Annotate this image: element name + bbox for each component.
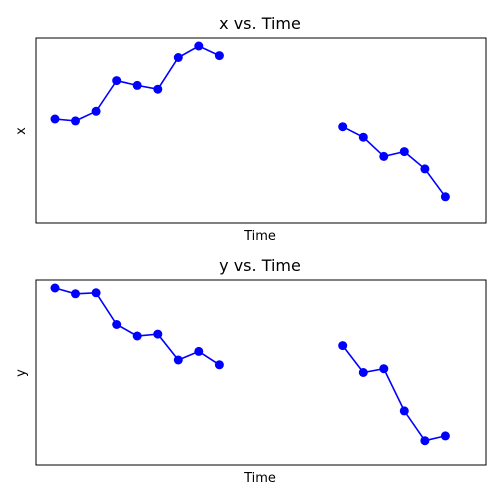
y-vs-time-panel: y vs. Time Time y: [14, 256, 487, 486]
x-data-point: [112, 76, 122, 86]
y-chart-ylabel: y: [14, 369, 29, 377]
x-data-point: [420, 164, 430, 174]
y-data-point: [440, 431, 450, 441]
y-data-point: [358, 368, 368, 377]
x-vs-time-panel: x vs. Time Time x: [14, 14, 487, 244]
x-data-point: [399, 147, 409, 157]
x-chart-ylabel: x: [14, 127, 29, 135]
x-data-point: [214, 51, 224, 61]
y-data-point: [214, 360, 224, 370]
x-data-point: [173, 53, 183, 62]
y-series-plot: [50, 283, 450, 446]
x-chart-xlabel: Time: [243, 229, 276, 244]
y-series-line-1: [342, 345, 446, 442]
y-data-point: [194, 346, 204, 356]
x-data-point: [338, 122, 348, 132]
x-series-line-1: [342, 125, 447, 198]
y-data-point: [153, 329, 163, 339]
y-data-point: [91, 288, 101, 298]
x-series-plot: [50, 41, 450, 202]
x-data-point: [71, 116, 80, 126]
x-data-point: [91, 106, 101, 116]
x-data-point: [379, 151, 389, 161]
y-data-point: [112, 320, 122, 329]
x-data-point: [440, 192, 450, 202]
x-data-point: [132, 80, 142, 90]
x-data-point: [358, 132, 368, 142]
x-axes-frame: [35, 37, 487, 224]
y-data-point: [173, 355, 183, 365]
y-data-point: [71, 289, 80, 299]
x-chart-title: x vs. Time: [219, 14, 301, 33]
y-chart-xlabel: Time: [243, 471, 276, 486]
y-data-point: [420, 436, 430, 446]
y-data-point: [399, 406, 409, 416]
x-data-point: [194, 41, 204, 51]
y-data-point: [50, 283, 60, 293]
y-chart-title: y vs. Time: [219, 256, 301, 275]
y-data-point: [132, 331, 142, 341]
x-data-point: [50, 114, 60, 124]
y-data-point: [379, 364, 389, 374]
y-axes-frame: [35, 279, 487, 466]
y-data-point: [338, 341, 348, 351]
x-data-point: [153, 84, 163, 94]
